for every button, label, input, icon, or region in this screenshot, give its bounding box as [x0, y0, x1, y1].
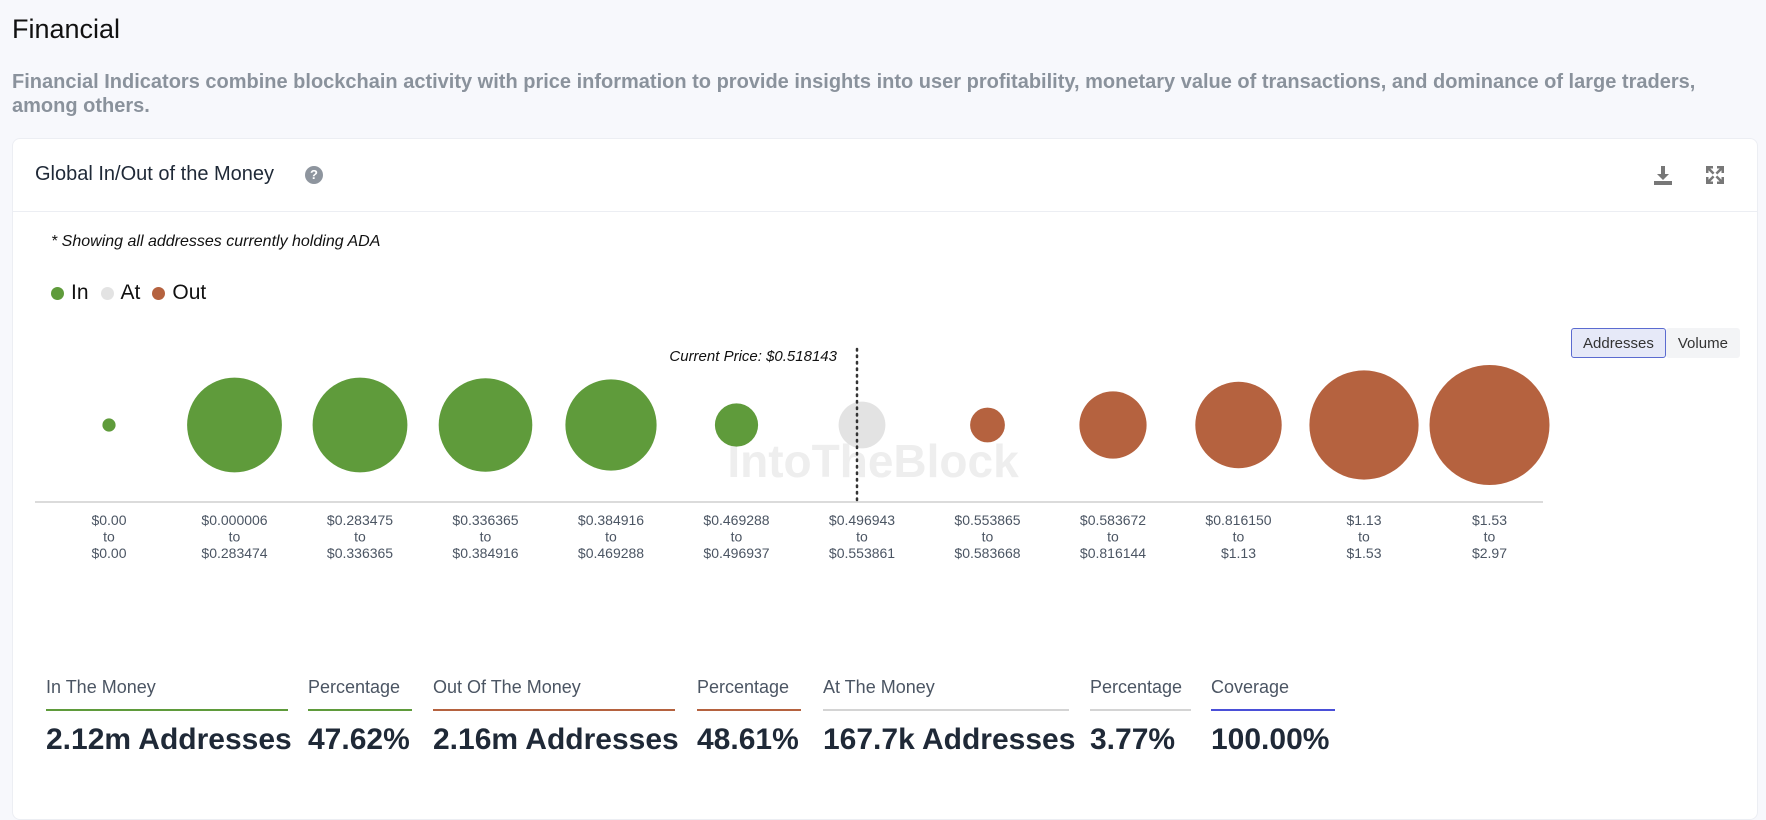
tick-label: $0.000006: [201, 512, 267, 528]
tick-label: $0.553865: [954, 512, 1020, 528]
bubble-9[interactable]: [1079, 391, 1147, 459]
tick-label: to: [480, 529, 492, 545]
legend-label-in: In: [71, 281, 89, 304]
tick-label: to: [354, 529, 366, 545]
tick-label: to: [731, 529, 743, 545]
tick-label: $0.553861: [829, 545, 895, 561]
legend-label-at: At: [120, 281, 141, 304]
stat-out-percentage: Percentage 48.61%: [697, 677, 801, 757]
tick-label: $0.816150: [1205, 512, 1271, 528]
legend-item-out[interactable]: Out: [152, 281, 206, 305]
tick-label: $0.336365: [327, 545, 393, 561]
stat-at-the-money: At The Money 167.7k Addresses: [823, 677, 1076, 757]
legend-dot-out: [152, 286, 166, 300]
tick-label: to: [856, 529, 868, 545]
volume-toggle-button[interactable]: Volume: [1665, 328, 1740, 358]
bubble-3[interactable]: [312, 377, 408, 473]
bubble-6[interactable]: [714, 403, 759, 447]
tick-label: to: [103, 529, 115, 545]
holding-note: * Showing all addresses currently holdin…: [51, 233, 381, 250]
bubble-5[interactable]: [565, 379, 657, 471]
stat-at-percentage: Percentage 3.77%: [1090, 677, 1191, 757]
bubble-11[interactable]: [1309, 370, 1419, 480]
tick-label: $1.53: [1472, 512, 1507, 528]
bubble-12[interactable]: [1429, 365, 1550, 485]
tick-label: to: [1484, 529, 1496, 545]
legend-dot-in: [51, 286, 64, 300]
stat-value: 2.16m Addresses: [433, 723, 679, 756]
tick-label: $0.384916: [452, 545, 518, 561]
stat-label: Percentage: [308, 677, 412, 711]
tick-label: $0.00: [91, 512, 126, 528]
bubble-7[interactable]: [838, 401, 886, 449]
tick-label: to: [982, 529, 994, 545]
stat-in-percentage: Percentage 47.62%: [308, 677, 412, 757]
stat-coverage: Coverage 100.00%: [1211, 677, 1335, 757]
bubble-1[interactable]: [102, 418, 116, 432]
legend-item-in[interactable]: In: [51, 281, 89, 305]
stat-label: Percentage: [697, 677, 801, 711]
stat-value: 48.61%: [697, 723, 799, 756]
tick-label: $1.53: [1346, 545, 1381, 561]
tick-label: to: [1358, 529, 1370, 545]
current-price-label: Current Price: $0.518143: [669, 348, 837, 365]
section-description: Financial Indicators combine blockchain …: [12, 71, 1696, 117]
section-title: Financial: [12, 14, 121, 44]
tick-label: to: [1233, 529, 1245, 545]
help-icon[interactable]: ?: [305, 166, 323, 184]
tick-label: to: [229, 529, 241, 545]
bubble-4[interactable]: [438, 378, 533, 472]
stat-value: 2.12m Addresses: [46, 723, 292, 756]
tick-label: $0.496937: [703, 545, 769, 561]
legend-item-at[interactable]: At: [100, 281, 141, 305]
in-out-of-money-card: Global In/Out of the Money ? * Showing a…: [12, 138, 1758, 820]
bubble-10[interactable]: [1195, 381, 1282, 469]
bubble-2[interactable]: [187, 377, 282, 473]
download-icon[interactable]: [1651, 163, 1675, 187]
tick-label: $0.283474: [201, 545, 267, 561]
expand-icon[interactable]: [1703, 163, 1727, 187]
legend-label-out: Out: [172, 281, 207, 304]
chart-legend: In At Out: [51, 281, 218, 305]
stat-label: Coverage: [1211, 677, 1335, 711]
stat-out-of-the-money: Out Of The Money 2.16m Addresses: [433, 677, 679, 757]
stat-value: 47.62%: [308, 723, 410, 756]
metric-toggle: Addresses Volume: [1571, 328, 1740, 358]
tick-label: $0.384916: [578, 512, 644, 528]
bubble-8[interactable]: [970, 407, 1005, 443]
tick-label: to: [605, 529, 617, 545]
card-header: Global In/Out of the Money ?: [13, 139, 1757, 212]
stat-label: In The Money: [46, 677, 288, 711]
tick-label: $0.583668: [954, 545, 1020, 561]
addresses-toggle-button[interactable]: Addresses: [1571, 328, 1666, 358]
iomap-chart: IntoTheBlock$0.00to$0.00$0.000006to$0.28…: [35, 347, 1550, 561]
tick-label: $0.583672: [1080, 512, 1146, 528]
tick-label: $1.13: [1346, 512, 1381, 528]
tick-label: $2.97: [1472, 545, 1507, 561]
tick-label: $0.283475: [327, 512, 393, 528]
card-title: Global In/Out of the Money: [35, 163, 275, 185]
stat-value: 100.00%: [1211, 723, 1330, 756]
tick-label: $0.496943: [829, 512, 895, 528]
stat-label: At The Money: [823, 677, 1069, 711]
stat-label: Percentage: [1090, 677, 1191, 711]
stat-value: 167.7k Addresses: [823, 723, 1076, 756]
tick-label: $0.816144: [1080, 545, 1146, 561]
stat-label: Out Of The Money: [433, 677, 675, 711]
tick-label: $0.336365: [452, 512, 518, 528]
stat-in-the-money: In The Money 2.12m Addresses: [46, 677, 292, 757]
stat-value: 3.77%: [1090, 723, 1176, 756]
tick-label: $0.469288: [703, 512, 769, 528]
tick-label: $0.469288: [578, 545, 644, 561]
tick-label: to: [1107, 529, 1119, 545]
tick-label: $1.13: [1221, 545, 1256, 561]
legend-dot-at: [100, 286, 114, 300]
tick-label: $0.00: [91, 545, 126, 561]
